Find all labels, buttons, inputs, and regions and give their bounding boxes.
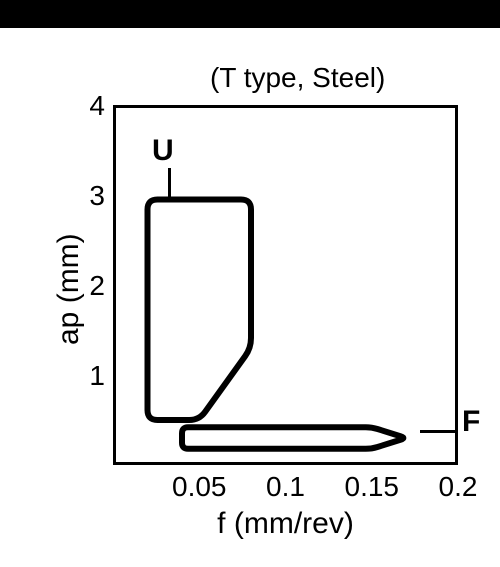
chart-canvas: (T type, Steel) 1234 0.050.10.150.2 ap (… [0,0,500,567]
region-f-leader [420,430,458,433]
region-f-shape [182,427,403,449]
region-f-label: F [462,405,480,439]
region-u-label: U [152,134,174,168]
region-u-shape [148,200,252,421]
region-u-leader [168,168,171,198]
regions-svg [0,0,500,567]
